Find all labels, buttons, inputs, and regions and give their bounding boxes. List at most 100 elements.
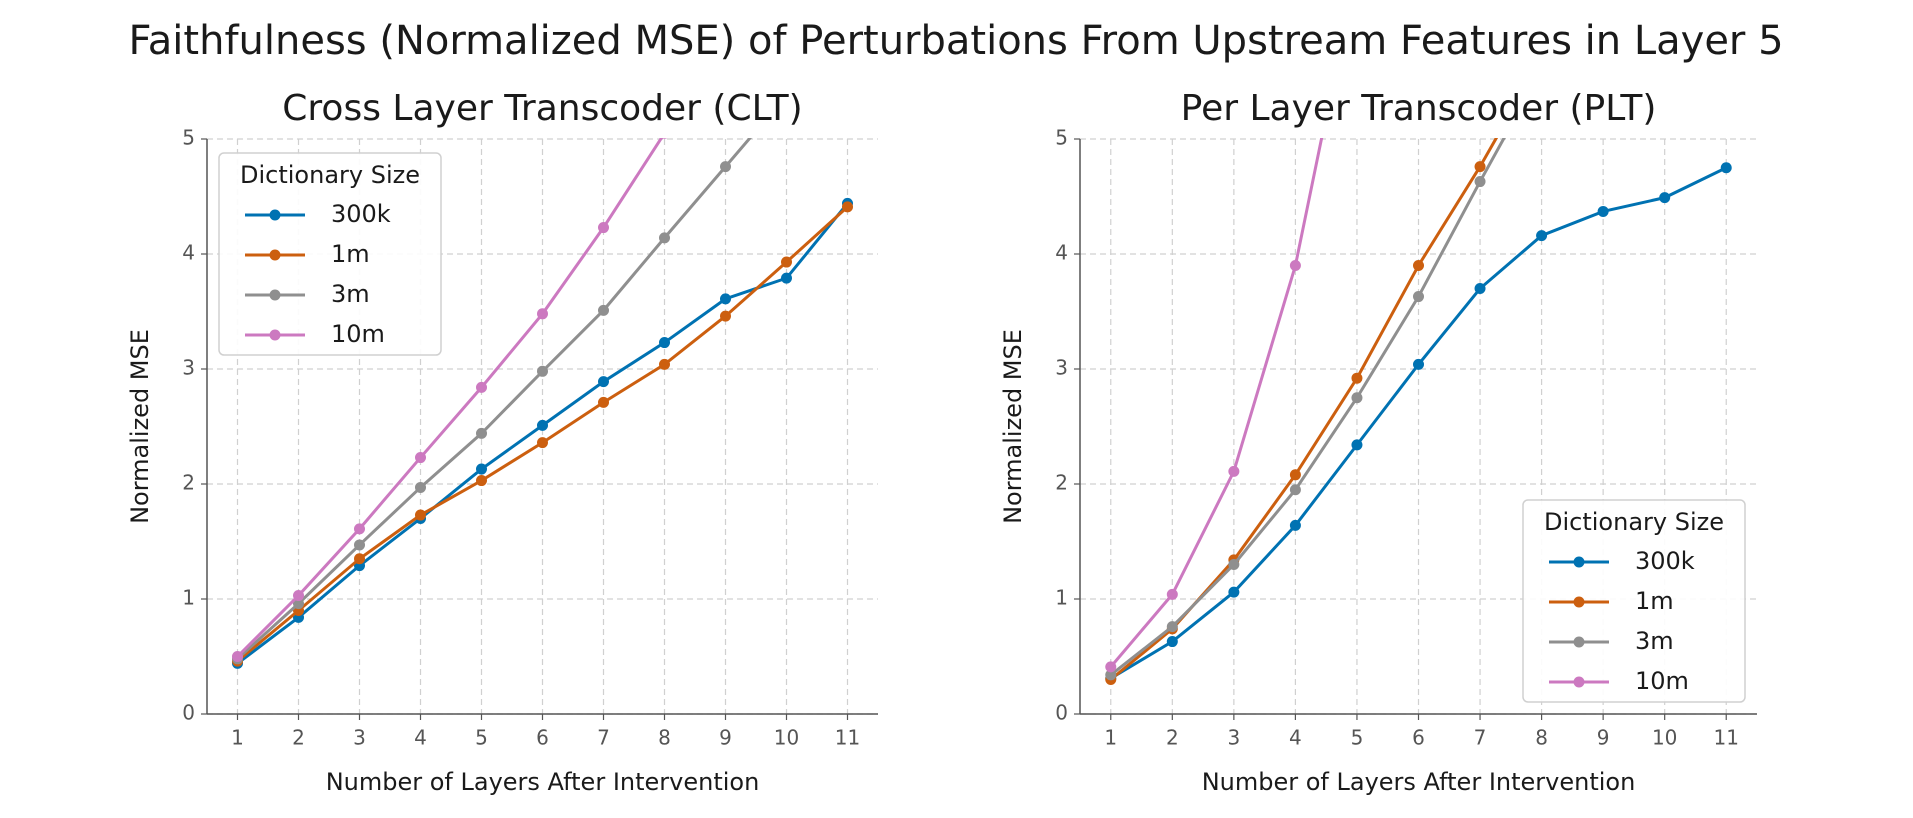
y-tick-label: 3 bbox=[182, 356, 195, 380]
y-axis-label: Normalized MSE bbox=[126, 329, 154, 524]
legend-marker bbox=[1573, 676, 1585, 688]
x-tick-label: 6 bbox=[1412, 726, 1425, 750]
legend-label: 10m bbox=[1635, 667, 1689, 695]
x-tick-label: 4 bbox=[414, 726, 427, 750]
data-point bbox=[232, 651, 243, 662]
data-point bbox=[415, 452, 426, 464]
x-tick-label: 9 bbox=[1597, 726, 1610, 750]
legend: Dictionary Size 300k 1m 3m 10m bbox=[1522, 499, 1746, 703]
data-point bbox=[1289, 260, 1301, 271]
data-point bbox=[1228, 559, 1240, 570]
data-point bbox=[1474, 161, 1486, 173]
data-point bbox=[598, 396, 609, 408]
data-point bbox=[354, 523, 365, 535]
x-tick-label: 1 bbox=[231, 726, 244, 750]
data-point bbox=[537, 365, 548, 377]
x-tick-label: 3 bbox=[1227, 726, 1240, 750]
data-point bbox=[661, 138, 668, 139]
data-point bbox=[659, 232, 670, 244]
x-tick-label: 2 bbox=[292, 726, 305, 750]
data-point bbox=[1351, 392, 1363, 404]
data-point bbox=[598, 376, 609, 388]
data-point bbox=[537, 437, 548, 449]
data-point bbox=[293, 598, 304, 610]
legend-marker bbox=[269, 249, 281, 261]
figure-title: Faithfulness (Normalized MSE) of Perturb… bbox=[128, 18, 1783, 64]
x-tick-label: 7 bbox=[597, 726, 610, 750]
legend-label: 300k bbox=[1635, 547, 1695, 575]
panel-title: Cross Layer Transcoder (CLT) bbox=[282, 88, 802, 129]
y-tick-label: 5 bbox=[182, 126, 195, 150]
legend-marker bbox=[1573, 596, 1585, 608]
x-tick-label: 8 bbox=[658, 726, 671, 750]
x-tick-label: 1 bbox=[1104, 726, 1117, 750]
data-point bbox=[1597, 205, 1609, 217]
data-point bbox=[1228, 586, 1240, 598]
legend-label: 10m bbox=[331, 320, 385, 348]
data-point bbox=[1166, 588, 1178, 600]
data-point bbox=[476, 381, 487, 393]
legend: Dictionary Size 300k 1m 3m 10m bbox=[218, 152, 442, 356]
data-point bbox=[354, 553, 365, 565]
series-line bbox=[236, 138, 752, 660]
data-point bbox=[1474, 176, 1486, 188]
y-tick-label: 4 bbox=[182, 241, 195, 265]
x-tick-label: 9 bbox=[719, 726, 732, 750]
panel: 0 1 2 3 4 5 1 2 3 4 5 6 7 8 9 10 11 Cross Layer Transcode… bbox=[126, 88, 878, 796]
x-axis-label: Number of Layers After Intervention bbox=[326, 768, 760, 796]
y-axis-label: Normalized MSE bbox=[999, 329, 1027, 524]
data-point bbox=[659, 337, 670, 349]
legend-marker bbox=[1573, 636, 1585, 648]
legend-marker bbox=[269, 329, 281, 341]
panel: 0 1 2 3 4 5 1 2 3 4 5 6 7 8 9 10 11 Per Layer Transcoder … bbox=[999, 88, 1757, 796]
data-point bbox=[1659, 192, 1671, 204]
data-point bbox=[537, 419, 548, 431]
x-tick-label: 5 bbox=[1351, 726, 1364, 750]
data-point bbox=[1474, 283, 1486, 294]
data-point bbox=[1413, 291, 1424, 303]
data-point bbox=[781, 272, 792, 284]
legend-box bbox=[1522, 499, 1746, 703]
y-tick-label: 3 bbox=[1055, 356, 1068, 380]
data-point bbox=[1413, 260, 1424, 271]
legend-marker bbox=[269, 289, 281, 301]
series-line bbox=[1109, 138, 1506, 677]
data-point bbox=[1351, 439, 1363, 451]
data-point bbox=[720, 293, 731, 305]
legend-box bbox=[218, 152, 442, 356]
data-point bbox=[1105, 669, 1117, 681]
data-point bbox=[1166, 636, 1178, 648]
x-axis-label: Number of Layers After Intervention bbox=[1202, 768, 1636, 796]
data-point bbox=[476, 427, 487, 439]
x-tick-label: 4 bbox=[1289, 726, 1302, 750]
y-tick-label: 0 bbox=[182, 701, 195, 725]
data-point bbox=[293, 590, 304, 602]
data-point bbox=[537, 308, 548, 320]
x-tick-label: 11 bbox=[1714, 726, 1739, 750]
data-point bbox=[1536, 230, 1548, 242]
legend-label: 300k bbox=[331, 200, 391, 228]
plot-area bbox=[232, 138, 853, 669]
data-point bbox=[781, 256, 792, 268]
y-tick-label: 2 bbox=[182, 471, 195, 495]
legend-label: 3m bbox=[331, 280, 370, 308]
x-tick-label: 2 bbox=[1166, 726, 1179, 750]
data-point bbox=[659, 358, 670, 370]
data-point bbox=[598, 222, 609, 234]
data-point bbox=[1105, 661, 1117, 673]
x-tick-label: 7 bbox=[1474, 726, 1487, 750]
x-tick-label: 8 bbox=[1535, 726, 1548, 750]
data-point bbox=[1289, 469, 1301, 481]
data-point bbox=[842, 201, 853, 213]
x-tick-label: 6 bbox=[536, 726, 549, 750]
data-point bbox=[476, 463, 487, 475]
legend-title: Dictionary Size bbox=[1544, 508, 1724, 536]
data-point bbox=[1166, 621, 1178, 633]
data-point bbox=[1289, 519, 1301, 531]
data-point bbox=[720, 310, 731, 322]
data-point bbox=[1228, 465, 1240, 477]
y-tick-label: 0 bbox=[1055, 701, 1068, 725]
y-tick-label: 1 bbox=[1055, 586, 1068, 610]
x-tick-label: 11 bbox=[835, 726, 860, 750]
